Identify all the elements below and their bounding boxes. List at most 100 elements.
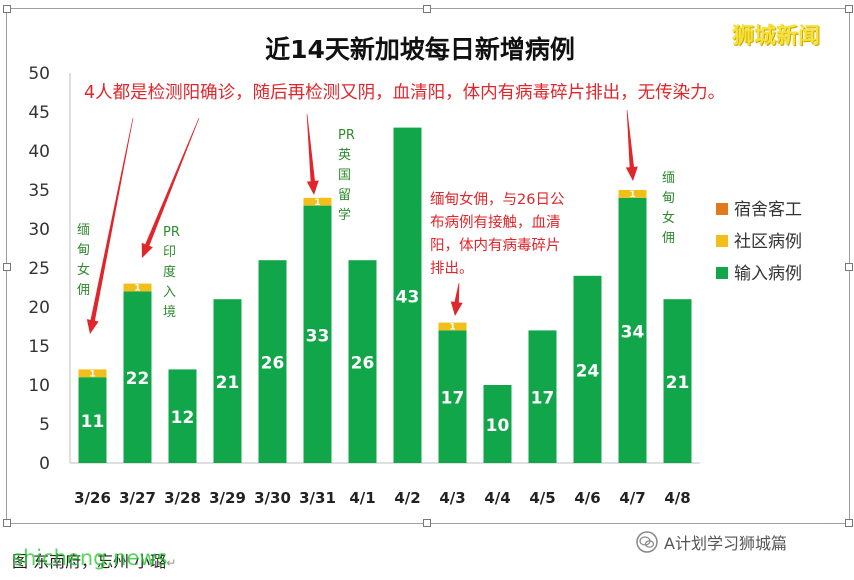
data-label-import: 17 xyxy=(531,389,555,409)
annotation-char: 缅 xyxy=(77,223,90,238)
arrow-3-27 xyxy=(141,117,200,258)
y-tick-label: 35 xyxy=(28,181,50,201)
annotation-char: 入 xyxy=(163,285,176,300)
paragraph-mark: ↵ xyxy=(166,556,177,570)
x-tick-label: 4/7 xyxy=(619,489,645,507)
data-label-import: 12 xyxy=(171,408,195,428)
y-tick-label: 10 xyxy=(28,376,50,396)
x-tick-label: 4/4 xyxy=(484,489,510,507)
resize-handle-top[interactable] xyxy=(423,5,431,13)
annotation-note-0327: PR 印度入境 xyxy=(163,225,180,320)
data-label-import: 26 xyxy=(261,354,285,374)
data-label-import: 34 xyxy=(621,322,645,342)
annotation-note-0326: 缅甸女佣 xyxy=(77,223,90,298)
data-label-community: 1 xyxy=(629,190,635,200)
resize-handle-bottom-left[interactable] xyxy=(3,519,11,527)
annotations: 4人都是检测阳确诊，随后再检测又阴，血清阳，体内有病毒碎片排出，无传染力。缅甸女… xyxy=(77,83,725,334)
bar-import xyxy=(213,299,242,463)
bar-community xyxy=(78,369,107,378)
x-tick-label: 3/26 xyxy=(74,489,111,507)
annotation-char: 甸 xyxy=(77,243,90,258)
watermark-bottom-left: shicheng.news xyxy=(12,546,168,570)
axes: 0 5 10 15 20 25 30 35 40 45 50 3/26 3/27 3/28 3/29 3/30… xyxy=(28,64,700,507)
arrow-3-31 xyxy=(306,113,319,195)
y-tick-label: 20 xyxy=(28,298,50,318)
data-label-import: 17 xyxy=(441,389,465,409)
bar-import xyxy=(618,197,647,464)
annotation-char: 学 xyxy=(338,207,351,223)
x-tick-label: 3/30 xyxy=(254,489,291,507)
chart-title: 近14天新加坡每日新增病例 xyxy=(265,35,575,64)
resize-handle-left[interactable] xyxy=(3,263,11,271)
data-label-community: 1 xyxy=(314,198,320,208)
legend-swatch xyxy=(716,235,728,247)
bars xyxy=(78,127,692,464)
resize-handle-right[interactable] xyxy=(845,263,853,271)
resize-handle-top-right[interactable] xyxy=(845,5,853,13)
y-tick-label: 45 xyxy=(28,103,50,123)
arrow-3-26 xyxy=(86,117,134,334)
annotation-char: PR xyxy=(338,128,355,143)
resize-handle-top-left[interactable] xyxy=(3,5,11,13)
annotation-note-0403: 缅甸女佣，与26日公布病例有接触，血清阳，体内有病毒碎片排出。 xyxy=(430,190,564,277)
watermark-top-right: 狮城新闻 xyxy=(732,24,821,49)
x-tick-label: 4/2 xyxy=(394,489,420,507)
x-tick-label: 3/31 xyxy=(299,489,336,507)
data-label-community: 1 xyxy=(449,323,455,333)
bar-import xyxy=(528,330,557,463)
wechat-watermark: A计划学习狮城篇 xyxy=(636,530,787,554)
legend-label: 社区病例 xyxy=(734,232,802,252)
y-tick-label: 30 xyxy=(28,220,50,240)
annotation-top-note: 4人都是检测阳确诊，随后再检测又阴，血清阳，体内有病毒碎片排出，无传染力。 xyxy=(84,83,725,103)
bar-import xyxy=(438,330,467,463)
annotation-line: 排出。 xyxy=(430,260,474,277)
annotation-char: 缅 xyxy=(662,171,675,186)
annotation-char: 国 xyxy=(338,168,351,183)
resize-handle-bottom[interactable] xyxy=(423,519,431,527)
data-label-import: 22 xyxy=(126,369,150,389)
data-label-import: 43 xyxy=(396,287,420,307)
annotation-char: 印 xyxy=(163,245,176,260)
annotation-note-0331: PR 英国留学 xyxy=(338,128,355,223)
annotation-char: 女 xyxy=(662,210,675,226)
bar-import xyxy=(258,260,287,463)
bar-import xyxy=(123,291,152,463)
annotation-char: 留 xyxy=(338,188,351,203)
x-tick-label: 3/28 xyxy=(164,489,201,507)
legend-label: 输入病例 xyxy=(734,264,802,284)
caption-text: 图 东南府，忘州 小璐 xyxy=(12,552,167,571)
arrow-4-3 xyxy=(450,282,463,316)
data-label-import: 21 xyxy=(216,373,240,393)
data-label-import: 10 xyxy=(486,416,510,436)
y-tick-label: 40 xyxy=(28,142,50,162)
bar-community xyxy=(618,190,647,198)
annotation-char: 境 xyxy=(163,305,176,320)
bar-import xyxy=(393,127,422,463)
bar-import xyxy=(483,385,512,463)
y-tick-label: 5 xyxy=(39,415,50,435)
annotation-char: PR xyxy=(163,225,180,240)
wechat-icon xyxy=(636,531,658,553)
data-label-import: 24 xyxy=(576,361,600,381)
x-tick-label: 4/6 xyxy=(574,489,600,507)
y-tick-label: 50 xyxy=(28,64,50,84)
x-tick-label: 4/5 xyxy=(529,489,555,507)
resize-handle-bottom-right[interactable] xyxy=(845,519,853,527)
annotation-char: 佣 xyxy=(662,231,675,246)
x-tick-label: 4/8 xyxy=(664,489,690,507)
annotation-char: 甸 xyxy=(662,191,675,206)
bar-import xyxy=(348,260,377,463)
bar-import xyxy=(168,369,197,463)
data-label-import: 11 xyxy=(81,412,105,432)
x-tick-label: 3/29 xyxy=(209,489,246,507)
y-tick-label: 0 xyxy=(39,454,50,474)
legend-label: 宿舍客工 xyxy=(734,200,802,220)
annotation-char: 度 xyxy=(163,264,176,280)
annotation-line: 阳，体内有病毒碎片 xyxy=(430,237,561,254)
bar-community xyxy=(438,322,467,331)
y-tick-label: 25 xyxy=(28,259,50,279)
x-tick-label: 3/27 xyxy=(119,489,156,507)
